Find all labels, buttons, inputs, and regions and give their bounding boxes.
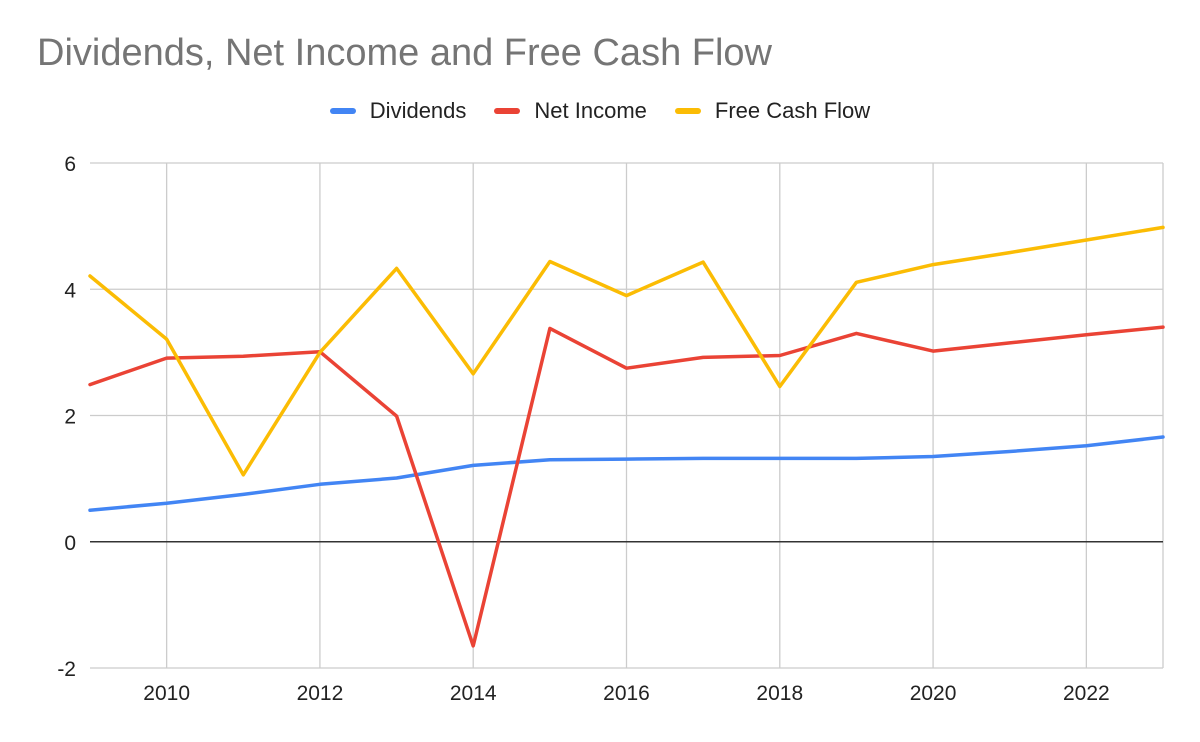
y-tick-label: 0 (64, 532, 76, 555)
legend-label-dividends: Dividends (369, 98, 467, 123)
series-line-dividends (88, 435, 1165, 512)
x-tick-label: 2012 (297, 682, 344, 705)
legend-swatch-net-income (494, 108, 521, 114)
legend-item-dividends: Dividends (329, 98, 467, 124)
legend: Dividends Net Income Free Cash Flow (0, 98, 1200, 124)
x-tick-label: 2020 (910, 682, 957, 705)
chart-title: Dividends, Net Income and Free Cash Flow (37, 32, 772, 74)
legend-swatch-dividends (329, 108, 356, 114)
x-tick-label: 2016 (603, 682, 650, 705)
y-tick-label: 4 (64, 279, 76, 302)
series-line-free-cash-flow (88, 225, 1165, 477)
x-tick-label: 2022 (1063, 682, 1110, 705)
x-tick-label: 2010 (143, 682, 190, 705)
y-tick-label: 2 (64, 406, 76, 429)
legend-item-free-cash-flow: Free Cash Flow (674, 98, 871, 124)
y-tick-label: 6 (64, 153, 76, 176)
series-line-net-income (88, 325, 1165, 648)
legend-item-net-income: Net Income (494, 98, 647, 124)
y-tick-label: -2 (57, 658, 76, 681)
legend-label-free-cash-flow: Free Cash Flow (714, 98, 871, 123)
legend-label-net-income: Net Income (534, 98, 647, 123)
legend-swatch-free-cash-flow (674, 108, 701, 114)
x-tick-label: 2018 (756, 682, 803, 705)
x-tick-label: 2014 (450, 682, 497, 705)
